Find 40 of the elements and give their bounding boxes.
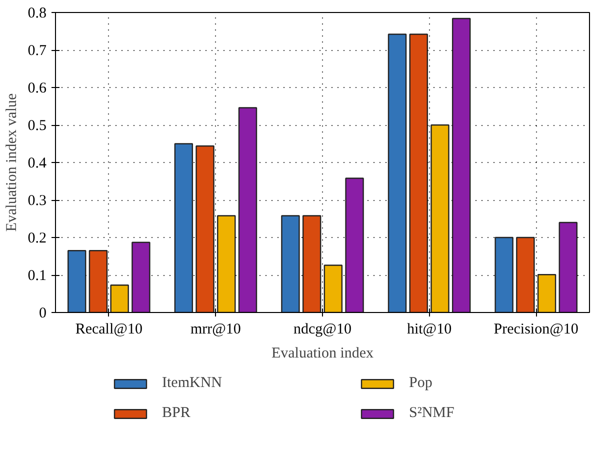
legend-label: Pop [409,375,434,392]
y-tick-label: 0.1 [28,268,46,284]
bar [217,215,236,312]
bar [345,178,364,312]
x-axis-title: Evaluation index [271,346,374,362]
bar [558,222,578,312]
x-tick-label: ndcg@10 [294,322,352,338]
legend-label: BPR [162,405,192,422]
bar [516,236,535,312]
y-tick-label: 0.8 [28,6,46,22]
y-tick-label: 0.2 [28,230,46,246]
y-tick-label: 0.3 [28,193,46,209]
y-tick-label: 0.4 [28,156,47,172]
y-tick-label: 0.6 [28,80,47,96]
x-tick-label: hit@10 [406,322,452,338]
bar [132,242,150,312]
y-tick-label: 0.7 [28,43,47,59]
bar [110,284,129,312]
bar [452,18,471,312]
bar [68,250,86,312]
bar [388,34,407,312]
bar [281,215,300,312]
bar [196,145,214,312]
legend-label: S²NMF [409,405,456,422]
legend-label: ItemKNN [162,375,223,392]
bar [238,107,258,312]
x-tick-label: mrr@10 [190,322,241,338]
bar [324,264,343,312]
y-tick-label: 0 [39,306,46,322]
y-tick-label: 0.5 [28,118,46,134]
x-tick-label: Recall@10 [75,322,142,338]
y-axis-title: Evaluation index value [4,93,20,232]
bar [494,236,514,312]
bar [537,274,556,312]
bar [88,250,108,312]
bar [409,34,428,312]
bar [174,143,194,312]
x-tick-label: Precision@10 [494,322,578,338]
bar [302,215,322,312]
bar [430,124,450,312]
